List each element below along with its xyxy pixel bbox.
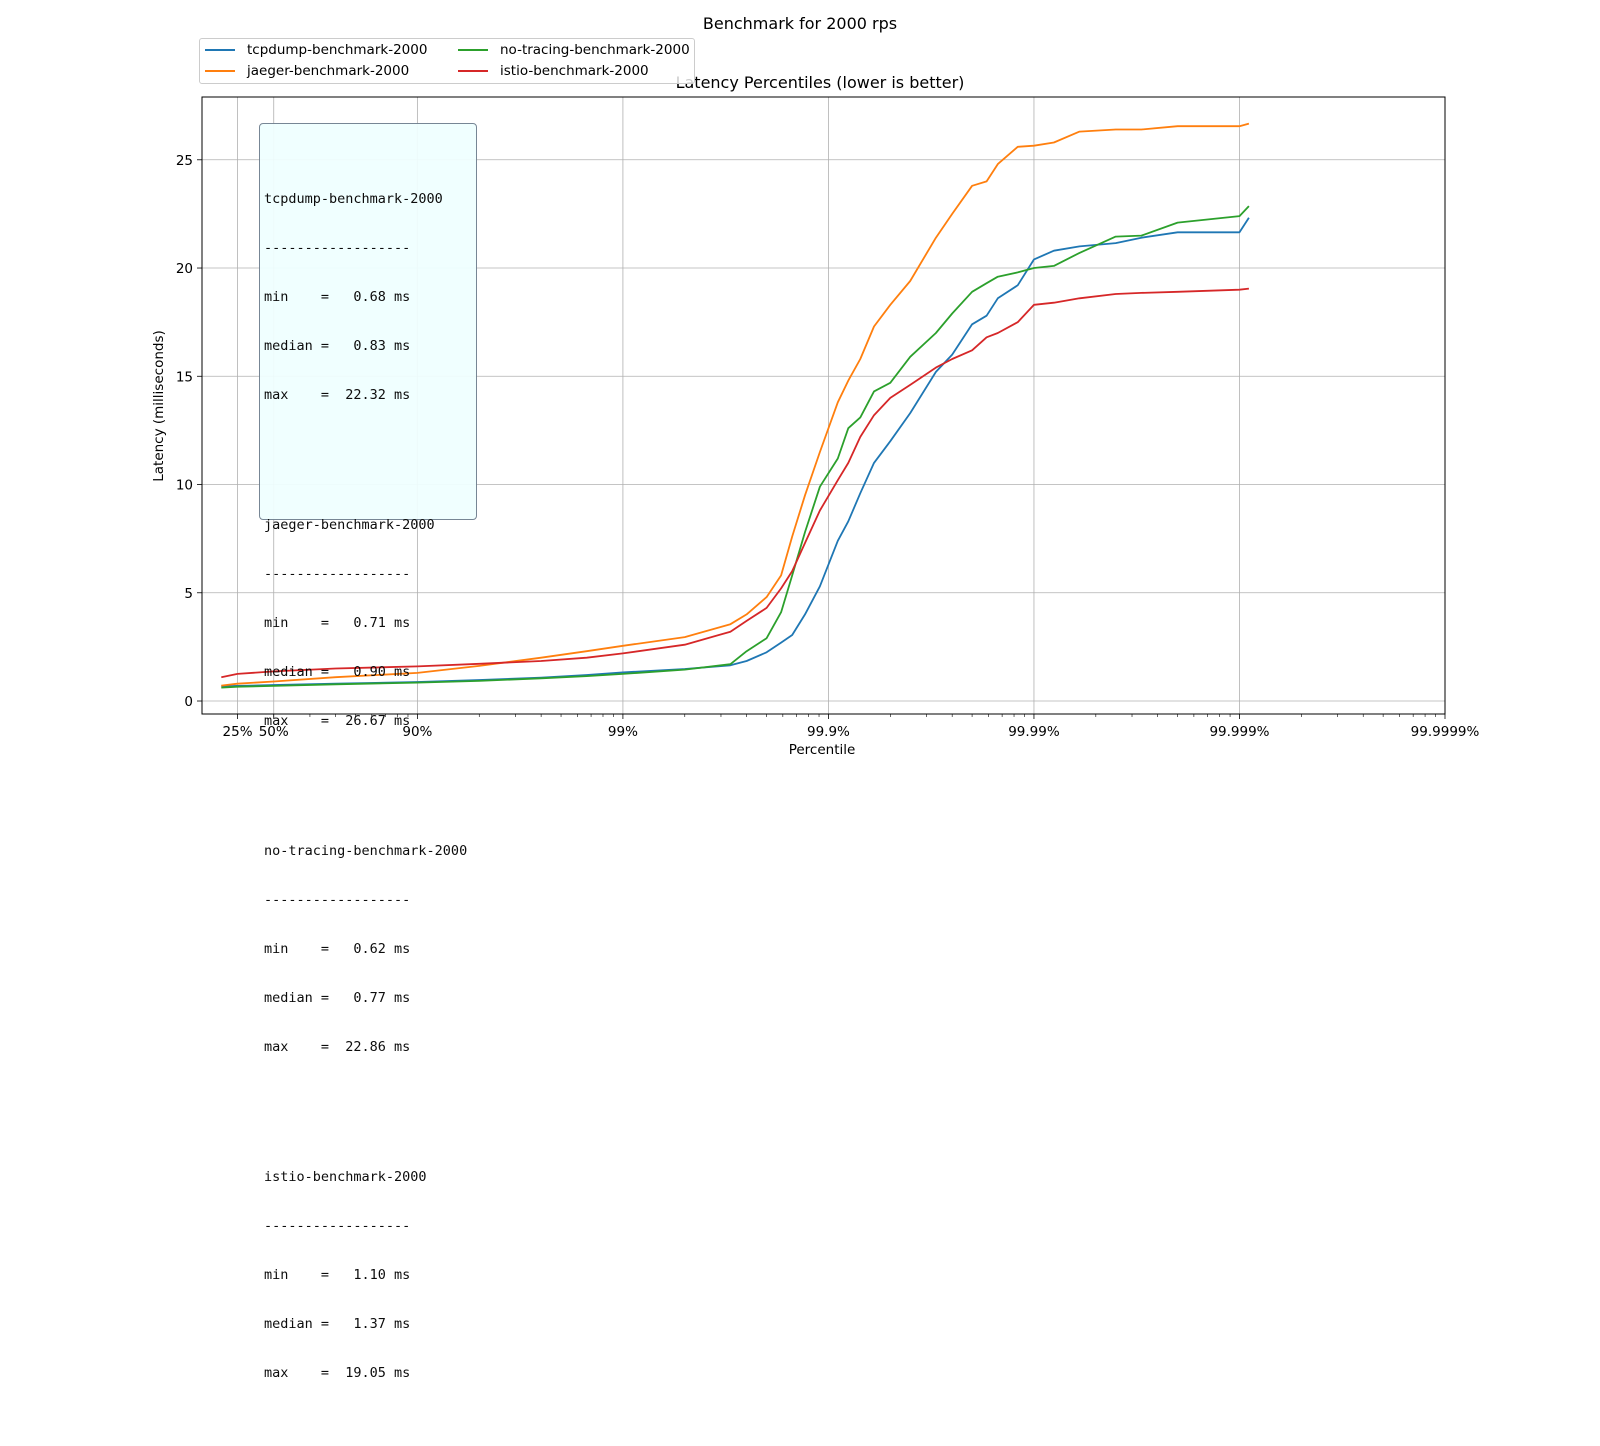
legend-label: istio-benchmark-2000 <box>500 63 649 79</box>
stats-median: median = 0.90 ms <box>264 663 411 680</box>
legend-item: tcpdump-benchmark-2000 <box>205 40 427 60</box>
stats-min: min = 0.71 ms <box>264 614 411 631</box>
x-tick-label: 50% <box>259 724 289 740</box>
series-lines <box>221 122 1250 689</box>
legend-swatch <box>458 70 488 72</box>
x-tick-label: 99% <box>608 724 638 740</box>
stats-max: max = 22.86 ms <box>264 1038 411 1055</box>
stats-median: median = 0.77 ms <box>264 989 411 1006</box>
y-tick-label: 10 <box>176 478 193 494</box>
stats-block: tcpdump-benchmark-2000 -----------------… <box>264 159 476 436</box>
x-tick-label: 99.999% <box>1209 724 1269 740</box>
stats-min: min = 0.68 ms <box>264 288 411 305</box>
stats-divider: ------------------ <box>264 566 411 583</box>
stats-textbox: tcpdump-benchmark-2000 -----------------… <box>259 123 477 1381</box>
stats-divider: ------------------ <box>264 1217 411 1234</box>
x-axis-label: Percentile <box>789 742 856 758</box>
stats-median: median = 1.37 ms <box>264 1315 411 1332</box>
stats-min: min = 1.10 ms <box>264 1266 411 1283</box>
stats-max: max = 19.05 ms <box>264 1364 411 1381</box>
y-tick-label: 25 <box>176 153 193 169</box>
stats-block: jaeger-benchmark-2000 ------------------… <box>264 485 476 762</box>
plot-title: Latency Percentiles (lower is better) <box>676 73 965 92</box>
stats-block: istio-benchmark-2000 ------------------ … <box>264 1136 476 1413</box>
stats-divider: ------------------ <box>264 891 411 908</box>
stats-series-name: no-tracing-benchmark-2000 <box>264 843 468 860</box>
stats-max: max = 22.32 ms <box>264 386 411 403</box>
chart-canvas: Benchmark for 2000 rps Latency Percentil… <box>151 14 1480 758</box>
x-tick-label: 99.99% <box>1008 724 1060 740</box>
series-line <box>221 287 1250 679</box>
legend-label: tcpdump-benchmark-2000 <box>247 42 428 58</box>
y-axis-label: Latency (milliseconds) <box>151 330 167 482</box>
x-tick-label: 25% <box>223 724 253 740</box>
x-tick-label: 99.9% <box>807 724 850 740</box>
legend-swatch <box>205 49 235 51</box>
x-axis-ticks: 25% 50% 90% 99% 99.9% 99.99% 99.999% 99.9999% <box>223 714 1480 740</box>
y-tick-label: 20 <box>176 261 193 277</box>
stats-median: median = 0.83 ms <box>264 337 411 354</box>
legend-item: istio-benchmark-2000 <box>458 61 649 81</box>
stats-series-name: istio-benchmark-2000 <box>264 1169 427 1185</box>
legend-item: jaeger-benchmark-2000 <box>205 61 409 81</box>
plot-frame <box>201 96 1446 715</box>
legend-swatch <box>205 70 235 72</box>
stats-divider: ------------------ <box>264 240 411 257</box>
stats-max: max = 26.67 ms <box>264 712 411 729</box>
series-line <box>221 205 1250 689</box>
x-tick-label: 90% <box>402 724 432 740</box>
y-tick-label: 5 <box>184 586 193 602</box>
stats-block: no-tracing-benchmark-2000 --------------… <box>264 810 476 1087</box>
legend: tcpdump-benchmark-2000 jaeger-benchmark-… <box>199 38 695 84</box>
stats-series-name: jaeger-benchmark-2000 <box>264 517 435 534</box>
legend-label: jaeger-benchmark-2000 <box>247 63 410 79</box>
series-line <box>221 122 1250 687</box>
y-tick-label: 15 <box>176 369 193 385</box>
figure-title: Benchmark for 2000 rps <box>703 14 897 33</box>
x-tick-label: 99.9999% <box>1411 724 1480 740</box>
stats-min: min = 0.62 ms <box>264 940 411 957</box>
y-tick-label: 0 <box>184 694 193 710</box>
y-axis-ticks: 0 5 10 15 20 25 <box>176 153 202 710</box>
legend-item: no-tracing-benchmark-2000 <box>458 40 690 60</box>
legend-swatch <box>458 49 488 51</box>
legend-label: no-tracing-benchmark-2000 <box>500 42 690 58</box>
stats-series-name: tcpdump-benchmark-2000 <box>264 191 443 208</box>
